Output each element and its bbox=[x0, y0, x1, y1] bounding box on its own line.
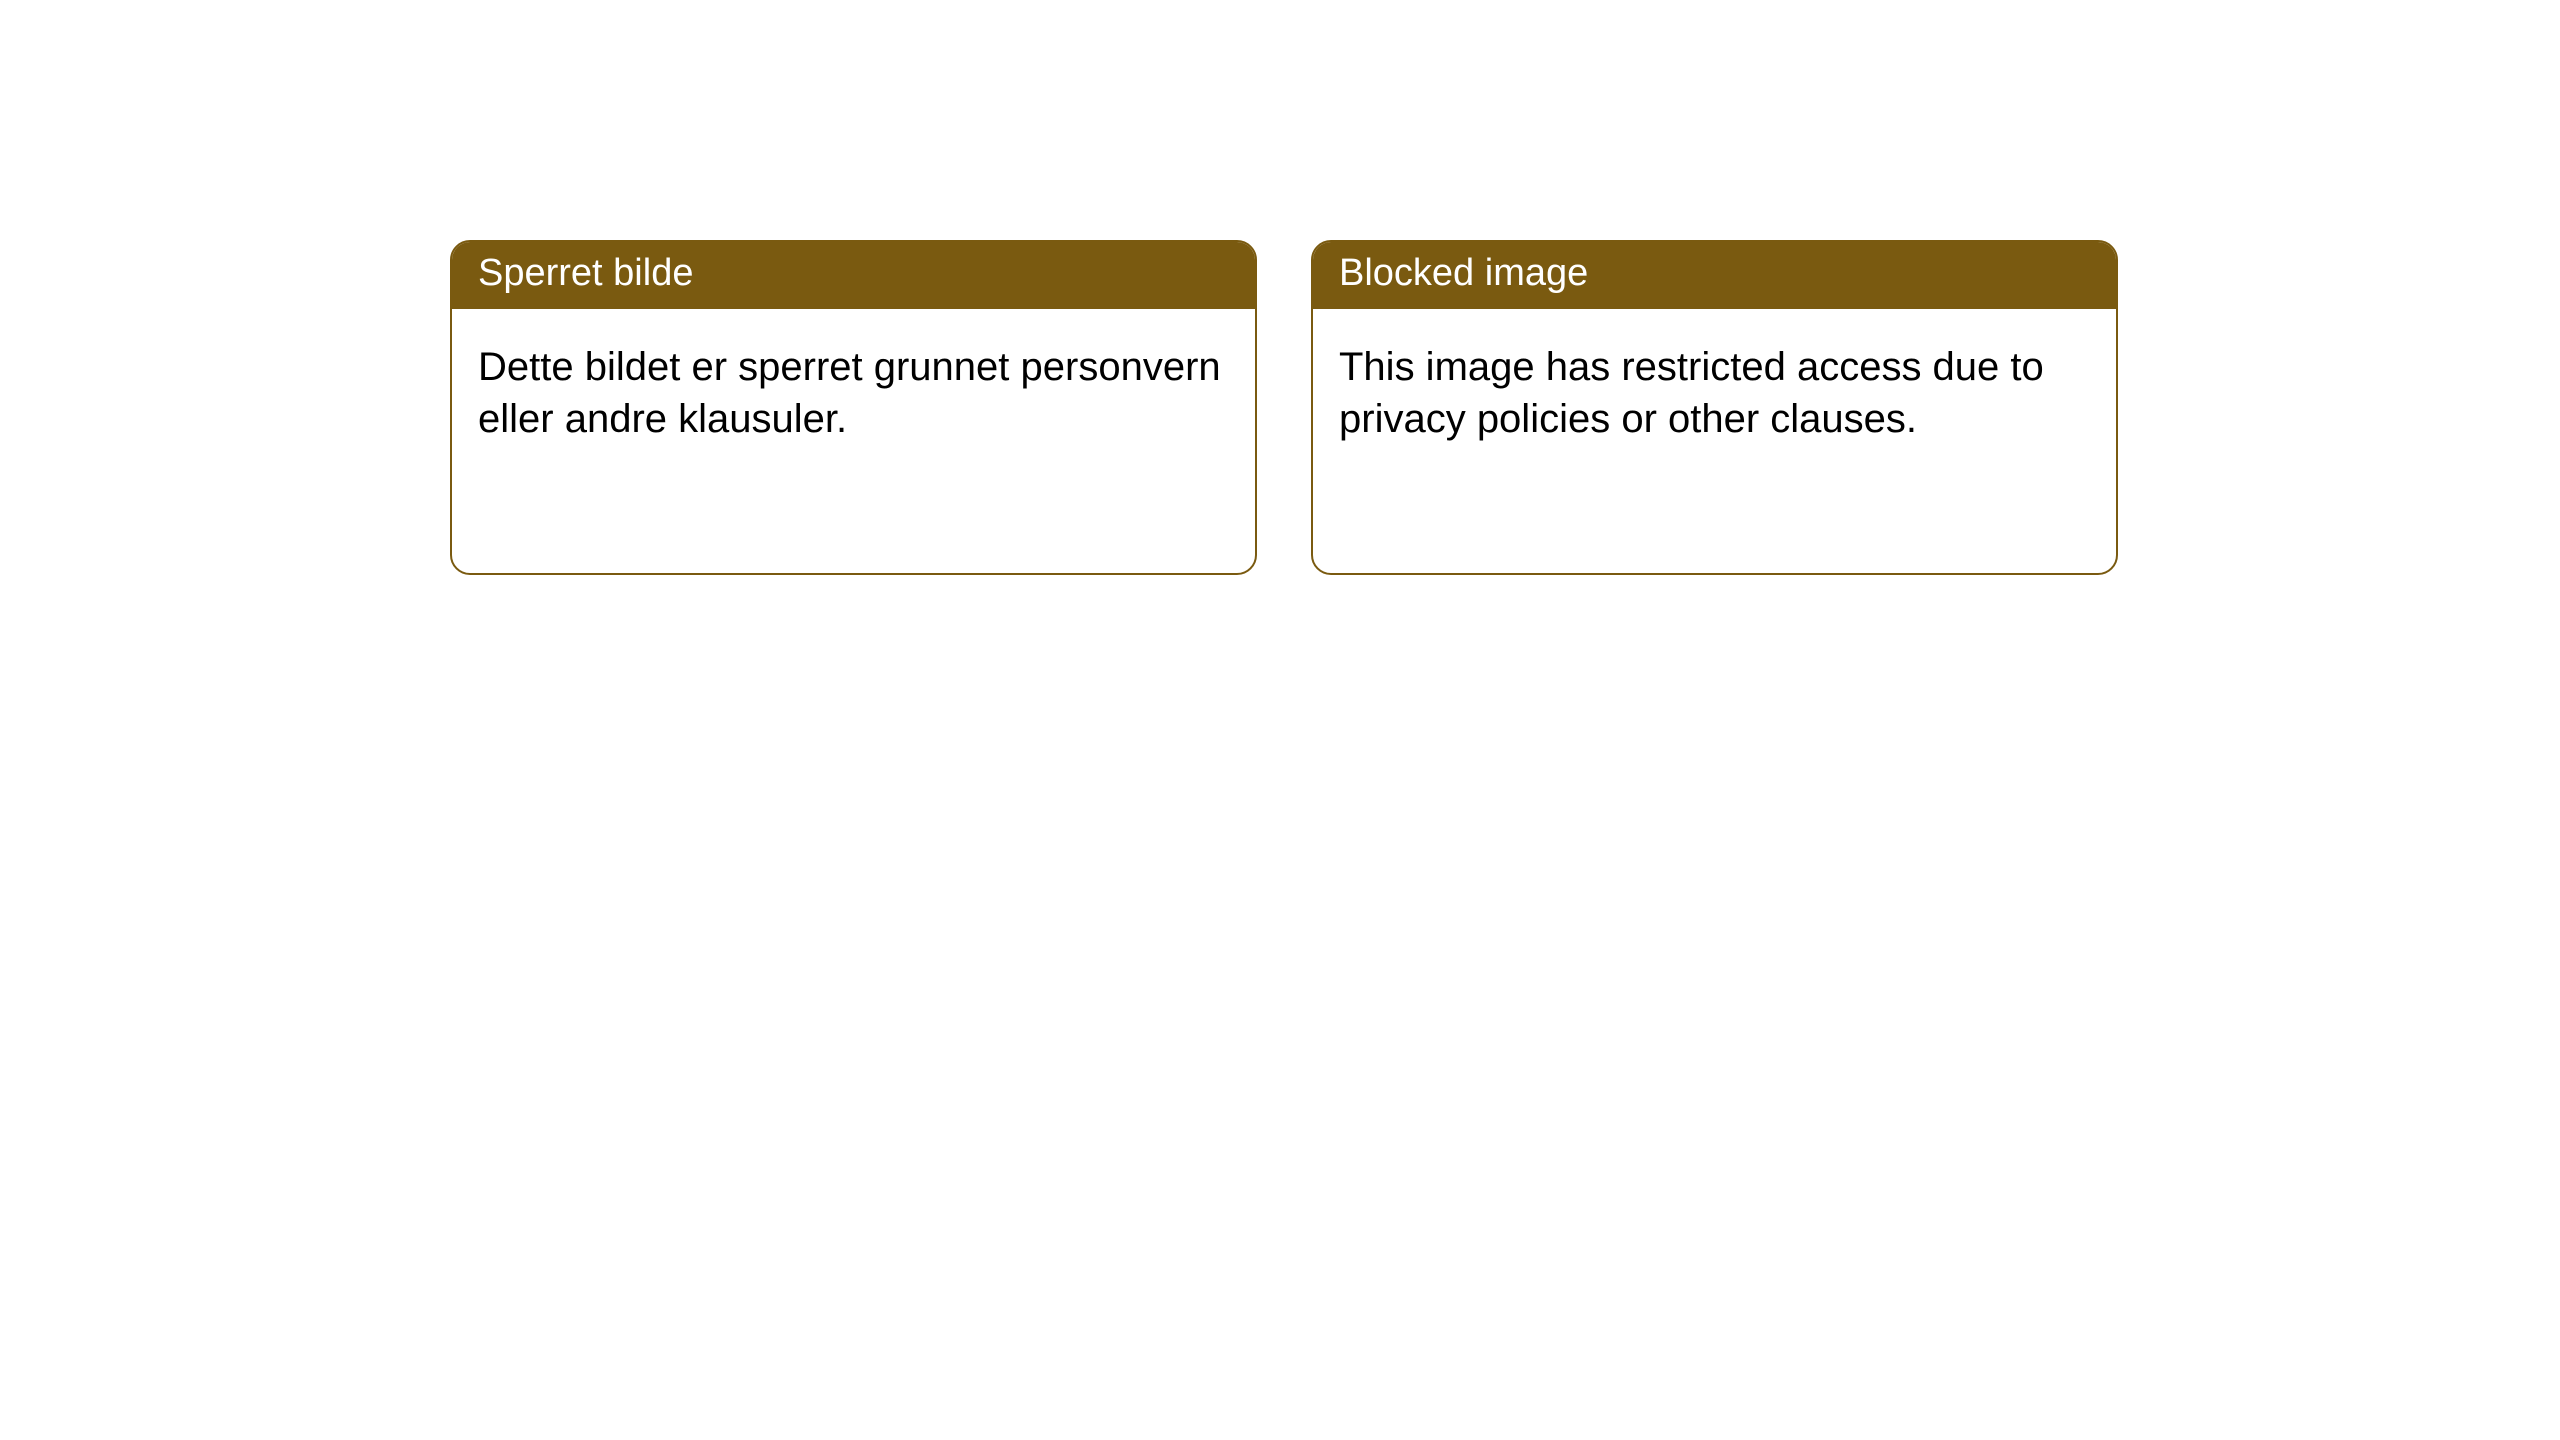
card-header-english: Blocked image bbox=[1313, 242, 2116, 309]
card-header-norwegian: Sperret bilde bbox=[452, 242, 1255, 309]
card-body-norwegian: Dette bildet er sperret grunnet personve… bbox=[452, 309, 1255, 471]
notice-container: Sperret bilde Dette bildet er sperret gr… bbox=[0, 0, 2560, 575]
card-body-english: This image has restricted access due to … bbox=[1313, 309, 2116, 471]
notice-card-norwegian: Sperret bilde Dette bildet er sperret gr… bbox=[450, 240, 1257, 575]
notice-card-english: Blocked image This image has restricted … bbox=[1311, 240, 2118, 575]
